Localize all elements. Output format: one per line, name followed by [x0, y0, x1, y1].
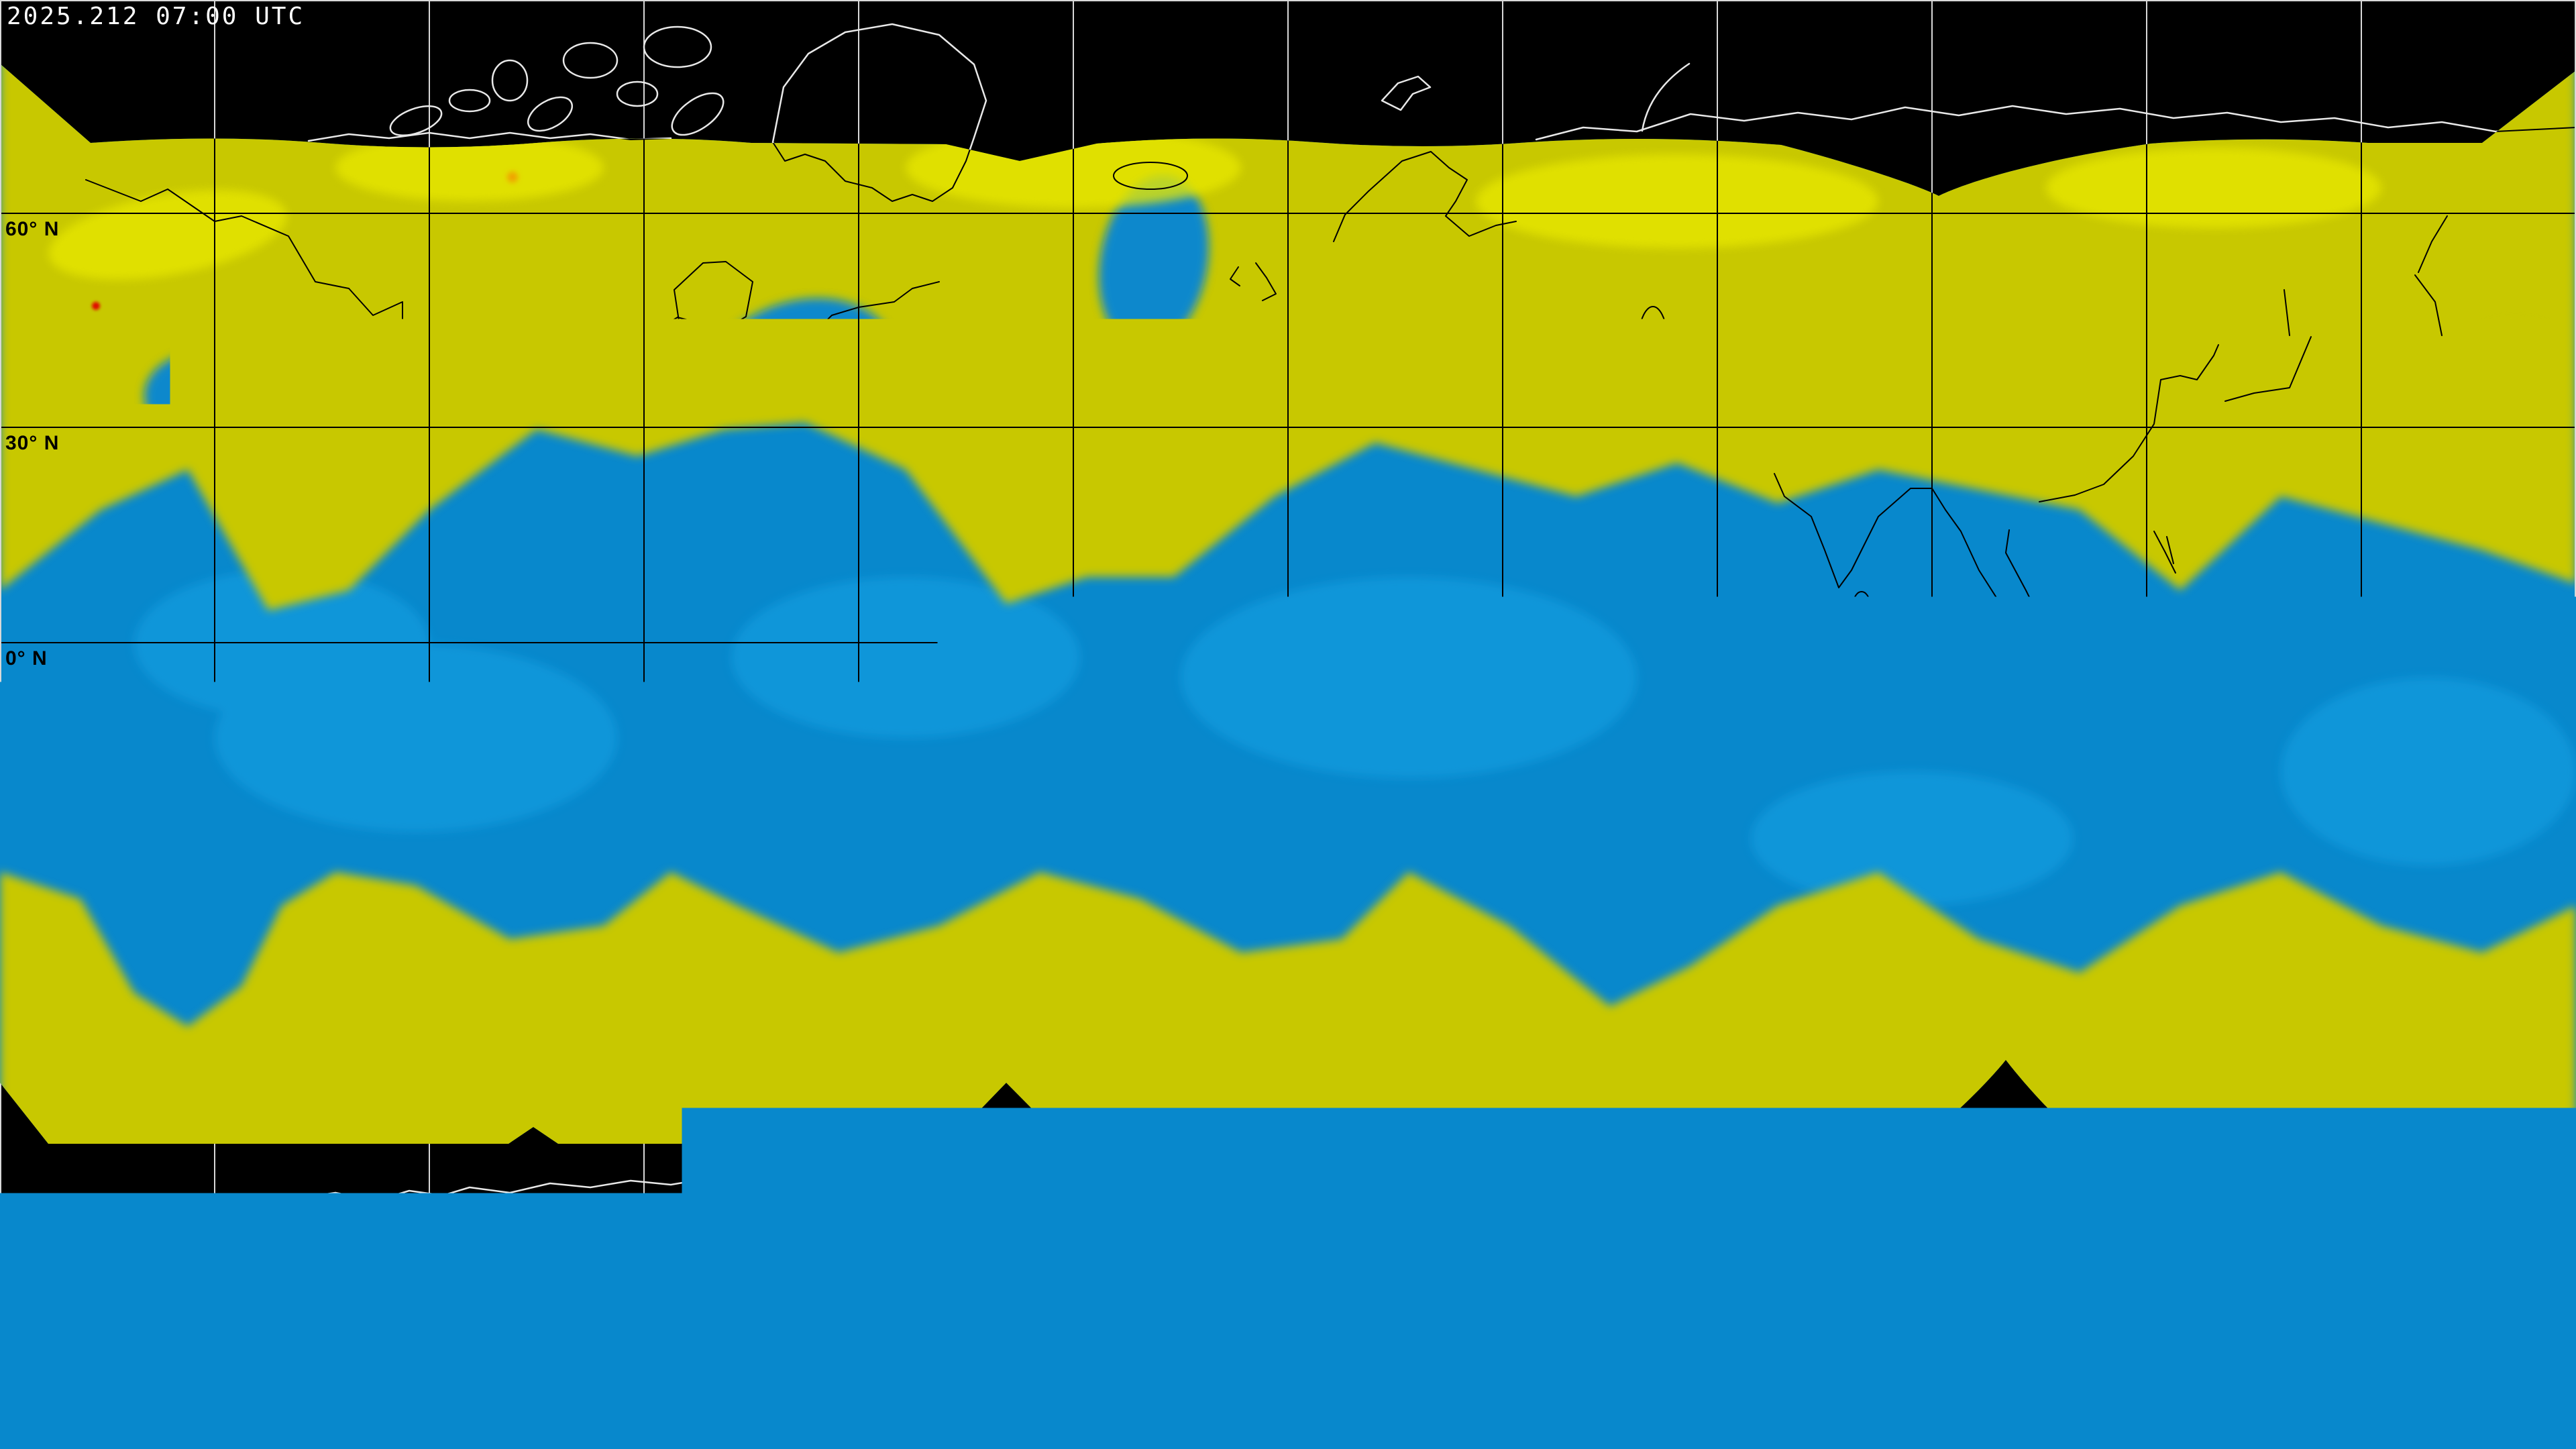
latitude-label: 30° S — [5, 862, 58, 884]
colorbar-tick-label: 190 — [783, 1358, 824, 1385]
colorbar-tick-label: 310 — [1845, 1358, 1886, 1385]
satellite-map-canvas: 60° N 30° N 0° N 30° S 60° S 2025.212 07:00 … — [0, 0, 2576, 1449]
satellite-image-viewer: 60° N 30° N 0° N 30° S 60° S 2025.212 07:00 … — [0, 0, 2576, 1449]
colorbar-tick-label: 250 — [1314, 1358, 1355, 1385]
colorbar-caption: Brightness Temperature in 6.75um, Kelvin — [957, 1392, 1624, 1421]
colorbar-tick-label: 230 — [1137, 1358, 1178, 1385]
colorbar-tick-label: 200 — [871, 1358, 912, 1385]
colorbar-tick-label: 280 — [1580, 1358, 1621, 1385]
latitude-label: 60° N — [5, 218, 59, 240]
timestamp: 2025.212 07:00 UTC — [7, 3, 305, 30]
colorbar-tick-label: 220 — [1049, 1358, 1089, 1385]
data-swath — [0, 0, 2576, 1335]
colorbar-tick-label: 180 — [694, 1358, 735, 1385]
colorbar-tick-label: 210 — [960, 1358, 1001, 1385]
colorbar-tick-label: 240 — [1226, 1358, 1267, 1385]
latitude-label: 60° S — [5, 1077, 58, 1099]
colorbar-scale — [715, 1307, 1866, 1340]
latitude-label: 0° N — [5, 647, 48, 669]
colorbar-tick-label: 260 — [1403, 1358, 1444, 1385]
latitude-label: 30° N — [5, 432, 59, 454]
colorbar-tick-label: 290 — [1668, 1358, 1709, 1385]
colorbar-tick-label: 300 — [1757, 1358, 1798, 1385]
colorbar-tick-label: 270 — [1491, 1358, 1532, 1385]
